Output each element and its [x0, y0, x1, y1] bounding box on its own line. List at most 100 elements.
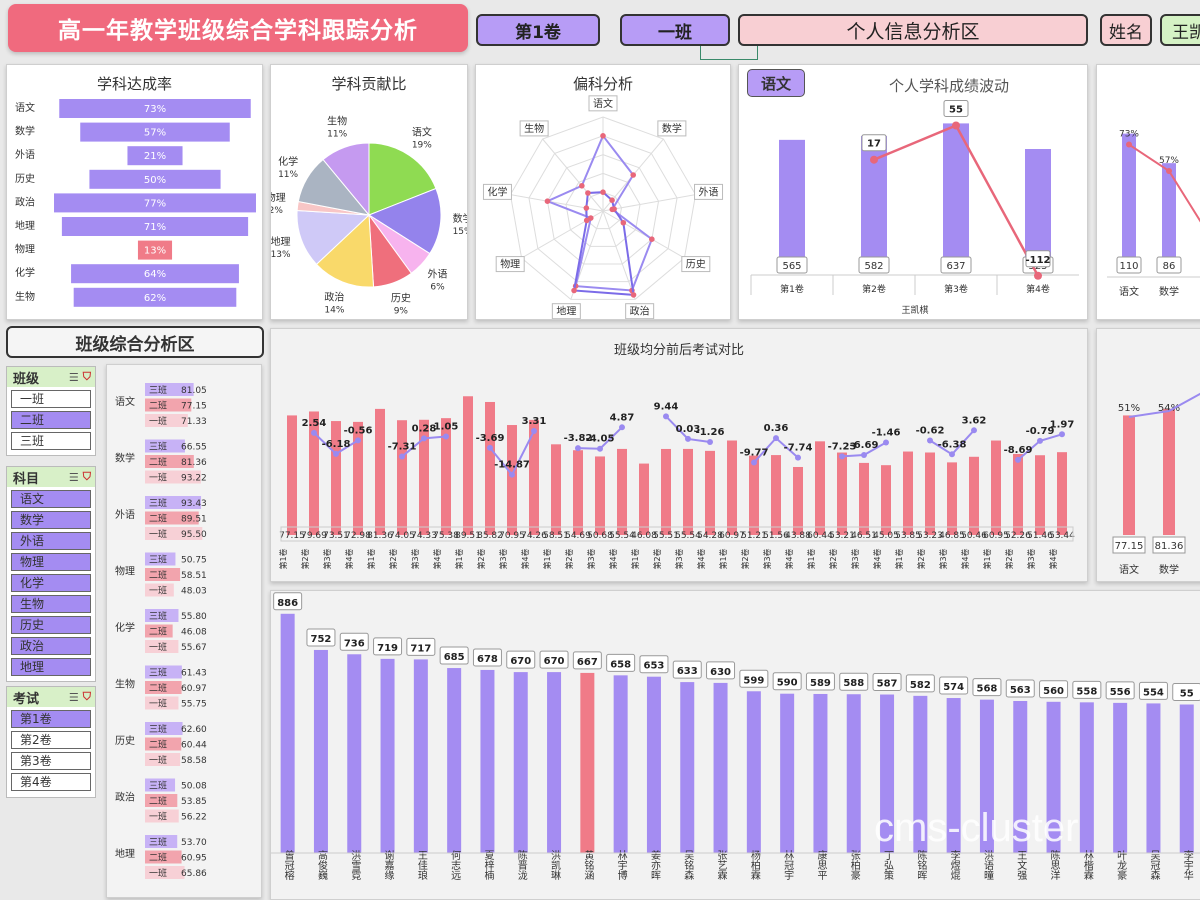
personal-chart: 565第1卷582第2卷637第3卷525第4卷王凯棋1755-112 [750, 100, 1079, 316]
subject-slicer-title: 科目 [13, 471, 40, 487]
multi-select-icon[interactable]: ☰ [68, 470, 79, 484]
compare-line-point [1037, 437, 1043, 444]
compare-line-label: 0.03 [676, 424, 701, 435]
class-average-series-name: 二班 [149, 852, 167, 864]
slicer-item-exam[interactable]: 第2卷 [11, 731, 91, 749]
student-bar-label: 670 [510, 656, 531, 667]
radar-point [630, 172, 637, 178]
compare-bar [617, 448, 627, 535]
compare-line-point [421, 435, 427, 442]
slicer-item-class[interactable]: 二班 [11, 411, 91, 429]
personal-category-label: 第1卷 [780, 283, 804, 295]
radar-axis-line [602, 210, 636, 300]
compare-bar [859, 462, 869, 535]
slicer-item-exam[interactable]: 第3卷 [11, 752, 91, 770]
contribution-pie-chart: 语文 19% 数学 15% 外语 6% 历史 9% 政治 14% 地理 13% 物理 2% 化学 11% 生物 1… [271, 115, 467, 317]
radar-point [544, 198, 551, 205]
compare-bar [727, 440, 737, 535]
class-average-value: 62.60 [181, 725, 207, 735]
class-average-value: 95.50 [181, 530, 207, 540]
slicer-item-subject[interactable]: 数学 [11, 511, 91, 529]
slicer-item-subject[interactable]: 物理 [11, 553, 91, 571]
personal-subject-chart: 110 语文 86 数学 73% 57% [1107, 130, 1200, 298]
radar-axis-label-box [681, 256, 711, 273]
class-average-series-name: 三班 [149, 836, 167, 848]
class-average-subject: 政治 [115, 791, 135, 804]
student-name-label: 谢嘉缘 [382, 849, 394, 880]
name-value[interactable]: 王凯 [1160, 14, 1200, 46]
radar-axis-label-box [495, 256, 525, 273]
class-average-series-name: 二班 [149, 795, 167, 807]
personal-subject-tag[interactable]: 语文 [747, 69, 805, 97]
clear-filter-icon[interactable]: ⛉ [82, 470, 91, 483]
student-bar-label-box [1072, 680, 1102, 699]
compare-subject-bar [1123, 415, 1135, 535]
radar-grid-ring [509, 116, 697, 300]
slicer-item-subject[interactable]: 生物 [11, 595, 91, 613]
student-bar-label-box [905, 674, 935, 693]
class-average-series-name: 一班 [149, 528, 167, 540]
student-bar-label: 667 [577, 657, 598, 668]
class-average-series-name: 二班 [149, 569, 167, 581]
class-average-value: 60.95 [181, 854, 207, 864]
radar-axis-line [542, 138, 604, 212]
slicer-item-subject[interactable]: 历史 [11, 616, 91, 634]
clear-filter-icon[interactable]: ⛉ [82, 690, 91, 703]
class-average-bar [145, 552, 176, 566]
student-bar-label-box [639, 655, 669, 674]
student-name-label: 林冠宇 [782, 849, 794, 880]
student-bar [880, 694, 895, 853]
class-average-bar [145, 778, 176, 792]
compare-bar-label: 55.51 [653, 531, 679, 541]
compare-subject-bar-label: 81.36 [1155, 541, 1184, 552]
slicer-item-class[interactable]: 三班 [11, 432, 91, 450]
compare-line-label: -4.05 [586, 434, 615, 445]
student-bar [480, 669, 495, 853]
class-average-series-name: 三班 [149, 554, 167, 566]
class-average-bar [145, 568, 181, 581]
compare-line-label: -7.74 [784, 443, 813, 454]
slicer-item-subject[interactable]: 语文 [11, 490, 91, 508]
paper-selector[interactable]: 第1卷 [476, 14, 600, 46]
student-bar [813, 693, 828, 853]
class-selector[interactable]: 一班 [620, 14, 730, 46]
radar-point [620, 219, 627, 226]
slicer-item-exam[interactable]: 第1卷 [11, 710, 91, 728]
rate-data-label: 57% [144, 128, 166, 139]
compare-bar [1035, 455, 1045, 535]
compare-category-label: 第1卷 [630, 548, 640, 569]
student-bar-label: 556 [1110, 687, 1131, 698]
subject-rate-panel: 学科达成率 语文 73% 数学 57% 外语 21% 历史 50% 政治 77% 地理 71% 物理 13… [6, 64, 263, 320]
class-average-value: 60.44 [181, 741, 207, 751]
compare-subject-bar-label: 77.15 [1115, 541, 1144, 552]
slicer-item-exam[interactable]: 第4卷 [11, 773, 91, 791]
student-name-label: 王文强 [1015, 850, 1027, 881]
compare-line-point [707, 439, 713, 446]
clear-filter-icon[interactable]: ⛉ [82, 370, 91, 383]
student-bar [447, 668, 462, 853]
slicer-item-subject[interactable]: 外语 [11, 532, 91, 550]
personal-subject-category: 语文 [1119, 285, 1139, 298]
radar-point [630, 292, 637, 298]
compare-bar [639, 463, 649, 535]
class-average-bar [145, 398, 192, 412]
multi-select-icon[interactable]: ☰ [68, 370, 79, 384]
student-bar [846, 694, 861, 853]
radar-title: 偏科分析 [572, 75, 633, 93]
compare-bar [749, 455, 759, 535]
compare-category-label: 第1卷 [806, 548, 816, 569]
slicer-item-subject[interactable]: 政治 [11, 637, 91, 655]
radar-axis-label: 物理 [500, 258, 520, 271]
radar-grid-ring [565, 172, 641, 247]
slicer-item-class[interactable]: 一班 [11, 390, 91, 408]
personal-bar [779, 139, 805, 269]
radar-axis-label-box [519, 120, 549, 137]
slicer-item-subject[interactable]: 化学 [11, 574, 91, 592]
multi-select-icon[interactable]: ☰ [68, 690, 79, 704]
class-average-bar [145, 511, 199, 525]
slicer-item-subject[interactable]: 地理 [11, 658, 91, 676]
compare-category-label: 第1卷 [894, 548, 904, 569]
compare-bar-label: 51.46 [1027, 531, 1053, 541]
class-average-bar [145, 835, 178, 848]
